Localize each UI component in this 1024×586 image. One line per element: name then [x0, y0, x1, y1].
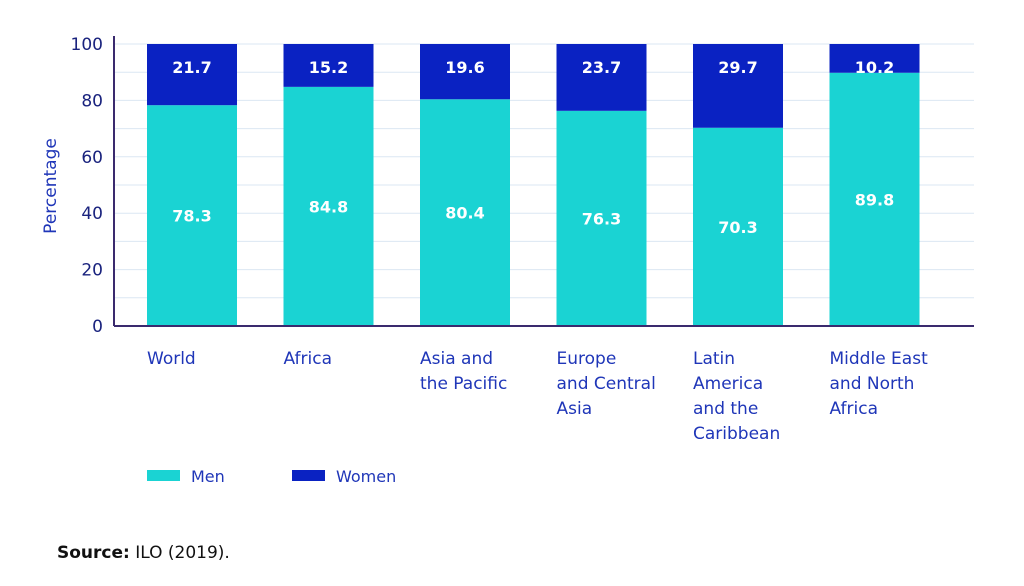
x-tick-label-line: Asia: [557, 399, 593, 419]
legend-label: Men: [191, 467, 225, 486]
axes: 0 20 40 60 80 100 World Africa Asia and the Pacif…: [71, 35, 974, 444]
bar-women: [693, 44, 783, 128]
source-label: Source:: [57, 543, 130, 563]
x-tick-label-line: Asia and: [420, 349, 493, 369]
x-tick-label-line: Latin: [693, 349, 735, 369]
x-tick-label-line: and North: [830, 374, 915, 394]
x-tick-label-line: Africa: [830, 399, 879, 419]
x-tick-label: Europe and Central Asia: [557, 349, 656, 419]
y-tick-label: 40: [81, 204, 103, 224]
legend-label: Women: [336, 467, 396, 486]
data-label: 80.4: [445, 204, 484, 223]
bar-women: [556, 44, 647, 111]
bar-women: [147, 44, 237, 106]
y-axis-label: Percentage: [41, 138, 61, 234]
bar-men: [693, 127, 783, 326]
data-label: 76.3: [582, 209, 621, 228]
legend: Men Women: [147, 467, 396, 486]
x-tick-label-line: World: [147, 349, 196, 369]
bars: 78.3 21.7 84.8 15.2 80.4 19.6 76.3 23.7 70.3 29.7…: [147, 44, 920, 326]
x-tick-label: World: [147, 349, 196, 369]
data-label: 89.8: [855, 190, 894, 209]
x-tick-label-line: Europe: [557, 349, 617, 369]
y-tick-label: 80: [81, 91, 103, 111]
data-label: 84.8: [309, 197, 348, 216]
x-tick-label-line: the Pacific: [420, 374, 507, 394]
x-tick-label-line: Caribbean: [693, 424, 780, 444]
bar-women: [829, 44, 920, 73]
legend-swatch: [147, 470, 180, 481]
y-tick-label: 100: [71, 35, 103, 55]
x-tick-label-line: America: [693, 374, 763, 394]
y-tick-label: 60: [81, 148, 103, 168]
x-tick-label-line: and the: [693, 399, 758, 419]
bar-women: [420, 44, 510, 100]
y-tick-label: 20: [81, 261, 103, 281]
x-tick-label: Asia and the Pacific: [420, 349, 507, 394]
x-tick-label: Latin America and the Caribbean: [693, 349, 780, 444]
bar-men: [283, 86, 374, 326]
bar-men: [147, 105, 237, 326]
data-label: 10.2: [855, 58, 894, 77]
bar-men: [556, 110, 647, 326]
x-tick-label-line: Africa: [284, 349, 333, 369]
source-text: ILO (2019).: [135, 543, 230, 563]
source-note: Source: ILO (2019).: [57, 543, 230, 563]
data-label: 15.2: [309, 58, 348, 77]
x-tick-label: Middle East and North Africa: [830, 349, 929, 419]
bar-men: [420, 99, 510, 326]
data-label: 21.7: [172, 58, 211, 77]
x-tick-label: Africa: [284, 349, 333, 369]
x-tick-label-line: Middle East: [830, 349, 929, 369]
y-tick-label: 0: [92, 317, 103, 337]
x-tick-label-line: and Central: [557, 374, 656, 394]
data-label: 78.3: [172, 207, 211, 226]
bar-women: [283, 44, 374, 87]
data-label: 70.3: [718, 218, 757, 237]
data-label: 29.7: [718, 58, 757, 77]
legend-swatch: [292, 470, 325, 481]
data-label: 23.7: [582, 58, 621, 77]
bar-men: [829, 72, 920, 326]
data-label: 19.6: [445, 58, 484, 77]
